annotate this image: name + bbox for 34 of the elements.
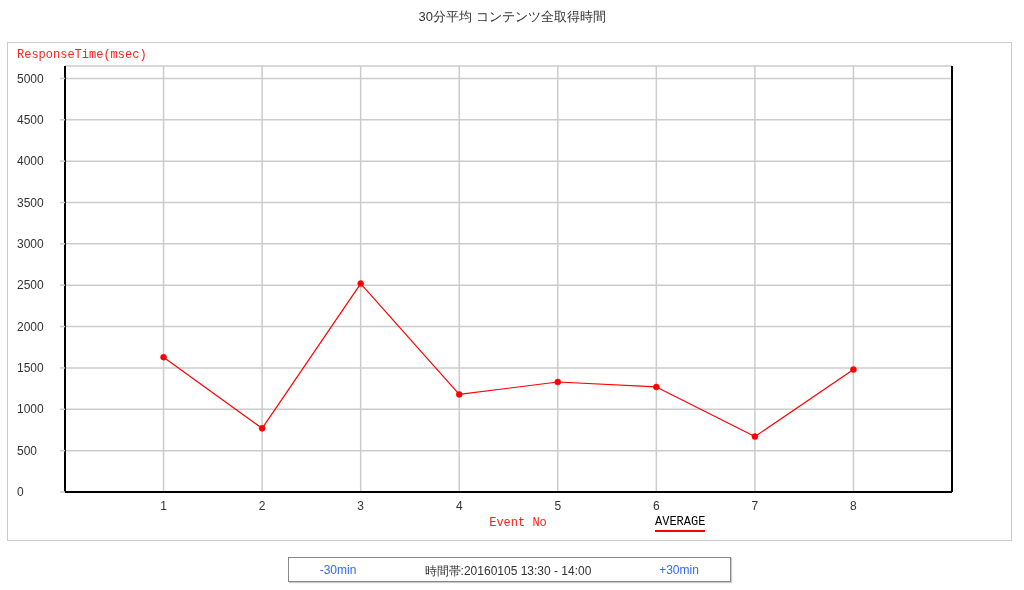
y-tick-label: 3000 — [17, 237, 45, 252]
point — [160, 353, 167, 361]
y-tick-label: 1000 — [17, 402, 45, 417]
y-axis-title: ResponseTime(msec) — [17, 48, 147, 62]
y-tick-label: 1500 — [17, 361, 45, 376]
text: AVERAGE — [655, 515, 706, 529]
point — [653, 383, 660, 391]
text: -30min — [319, 563, 357, 577]
x-tick-label: 4 — [455, 498, 463, 513]
x-tick-label: 8 — [850, 498, 858, 513]
point — [455, 391, 463, 398]
x-tick-label: 3 — [357, 498, 365, 513]
y-tick-label: 500 — [17, 443, 38, 458]
y-tick-label: 5000 — [17, 71, 45, 86]
y-tick-label: 0 — [17, 485, 24, 500]
text: 時間帯:20160105 13:30 - 14:00 — [424, 563, 592, 580]
point — [554, 378, 562, 386]
x-tick-label: 6 — [652, 498, 660, 513]
point — [258, 425, 266, 432]
point — [850, 366, 857, 373]
y-tick-label: 3500 — [17, 195, 45, 210]
x-tick-label: 7 — [751, 498, 759, 513]
x-tick-label: 1 — [160, 498, 168, 513]
x-tick-label: 5 — [554, 498, 562, 513]
y-tick-label: 2500 — [17, 278, 45, 293]
y-tick-label: 4000 — [17, 154, 45, 169]
x-tick-label: 2 — [258, 498, 266, 513]
y-tick-label: 2000 — [17, 319, 45, 334]
point — [751, 433, 759, 440]
y-tick-label: 4500 — [17, 112, 45, 127]
point — [357, 280, 364, 287]
x-axis-title: Event No — [489, 516, 547, 530]
text: +30min — [659, 563, 699, 577]
chart-title: 30分平均 コンテンツ全取得時間 — [417, 8, 607, 26]
